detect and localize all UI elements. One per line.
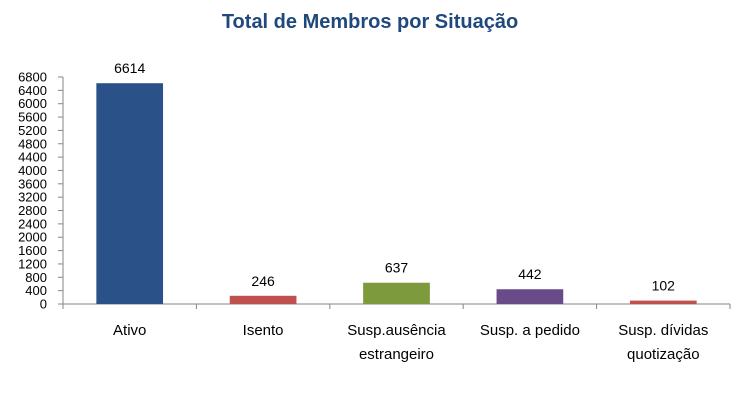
y-tick-label: 3200 xyxy=(18,190,47,205)
y-tick-label: 1200 xyxy=(18,256,47,271)
y-tick-label: 5200 xyxy=(18,123,47,138)
y-tick-label: 800 xyxy=(25,270,47,285)
data-label: 637 xyxy=(385,260,409,276)
x-tick-label: Susp. a pedido xyxy=(480,322,580,339)
x-tick-label: Susp.ausência xyxy=(347,322,446,339)
data-label: 102 xyxy=(652,278,676,294)
y-tick-label: 2800 xyxy=(18,203,47,218)
x-tick-label: Ativo xyxy=(113,322,146,339)
bar xyxy=(629,300,697,304)
y-tick-label: 2400 xyxy=(18,216,47,231)
data-labels-group: 6614 246 637 442 102 xyxy=(114,60,675,293)
chart-title: Total de Membros por Situação xyxy=(222,11,518,33)
x-axis: Ativo Isento Susp.ausência estrangeiro Susp.… xyxy=(62,303,731,363)
x-tick-label: estrangeiro xyxy=(359,346,434,363)
y-tick-label: 6800 xyxy=(18,70,47,85)
y-tick-label: 6000 xyxy=(18,96,47,111)
y-tick-label: 4400 xyxy=(18,150,47,165)
bar xyxy=(229,295,297,304)
data-label: 246 xyxy=(251,273,275,289)
y-tick-label: 2000 xyxy=(18,230,47,245)
bars-group xyxy=(96,83,697,305)
bar xyxy=(96,83,164,305)
y-tick-label: 4000 xyxy=(18,163,47,178)
y-tick-label: 1600 xyxy=(18,243,47,258)
y-tick-label: 400 xyxy=(25,283,47,298)
y-tick-label: 6400 xyxy=(18,83,47,98)
x-tick-label: quotização xyxy=(627,346,700,363)
y-tick-label: 4800 xyxy=(18,136,47,151)
data-label: 6614 xyxy=(114,60,145,76)
x-tick-label: Susp. dívidas xyxy=(618,322,708,339)
x-tick-label: Isento xyxy=(243,322,284,339)
y-tick-label: 3600 xyxy=(18,176,47,191)
y-tick-label: 0 xyxy=(40,297,47,312)
bar xyxy=(363,282,430,304)
y-axis: 0400800120016002000240028003200360040004… xyxy=(18,70,64,312)
y-tick-label: 5600 xyxy=(18,110,47,125)
bar xyxy=(496,289,564,304)
data-label: 442 xyxy=(518,266,542,282)
